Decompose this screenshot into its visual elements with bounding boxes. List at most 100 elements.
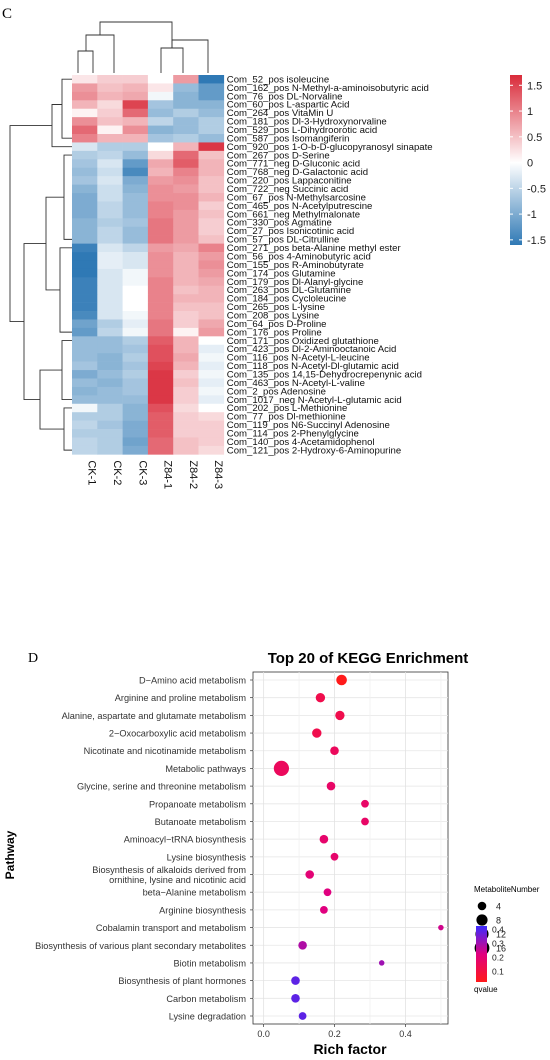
heatmap-cell (122, 386, 149, 396)
heatmap-cell (173, 193, 199, 202)
heatmap-cell (147, 193, 174, 202)
x-tick-label: 0.4 (399, 1029, 412, 1039)
heatmap-cell (173, 429, 199, 438)
dendrogram-branch (45, 196, 64, 291)
heatmap-cell (198, 108, 225, 118)
heatmap-column-label: Z84-1 (162, 460, 174, 489)
heatmap-cell (122, 294, 149, 303)
heatmap-cell (147, 285, 174, 295)
heatmap-cell (198, 386, 225, 396)
heatmap-cell (72, 311, 98, 320)
heatmap-row-label: Com_64_pos D-Proline (227, 319, 327, 330)
heatmap-cell (147, 361, 174, 371)
heatmap-cell (72, 378, 98, 388)
heatmap-cell (147, 319, 174, 329)
heatmap-cell (173, 319, 199, 329)
heatmap-cell (72, 353, 98, 362)
heatmap-cell (173, 83, 199, 93)
heatmap-cell (147, 176, 174, 185)
heatmap-cell (147, 226, 174, 236)
size-legend-label: 16 (496, 944, 506, 954)
heatmap-row-label: Com_171_pos Oxidized glutathione (227, 336, 379, 347)
heatmap-cell (97, 361, 123, 371)
heatmap-cell (147, 218, 174, 228)
heatmap-cell (72, 344, 98, 354)
heatmap-cell (173, 235, 199, 244)
heatmap-cell (97, 117, 123, 126)
heatmap-cell (72, 403, 98, 413)
heatmap-cell (122, 201, 149, 211)
heatmap-cell (173, 226, 199, 236)
heatmap-cell (72, 302, 98, 312)
pathway-label: Aminoacyl−tRNA biosynthesis (124, 835, 247, 845)
heatmap-cell (72, 108, 98, 118)
heatmap-cell (72, 420, 98, 430)
heatmap-cell (173, 91, 199, 101)
scatter-point (330, 852, 339, 861)
heatmap-cell (122, 336, 149, 346)
scatter-point (315, 693, 326, 703)
x-tick-label: 0.0 (257, 1029, 270, 1039)
heatmap-cell (122, 83, 149, 93)
pathway-label: Arginine biosynthesis (159, 905, 246, 915)
heatmap-cell (173, 150, 199, 160)
heatmap-cell (198, 370, 225, 379)
heatmap-cell (198, 319, 225, 329)
heatmap-cell (72, 75, 98, 84)
heatmap-column-label: CK-1 (86, 460, 98, 485)
heatmap-cell (147, 91, 174, 101)
heatmap-row-label: Com_587_pos Isomangiferin (227, 133, 350, 144)
heatmap-cell (72, 142, 98, 152)
heatmap-cell (97, 100, 123, 110)
heatmap-cell (122, 277, 149, 287)
heatmap-cell (97, 412, 123, 421)
heatmap-cell (198, 218, 225, 228)
heatmap-row-label: Com_121_pos 2-Hydroxy-6-Aminopurine (227, 445, 401, 456)
heatmap-cell (198, 226, 225, 236)
heatmap-cell (147, 429, 174, 438)
heatmap-cell (97, 344, 123, 354)
heatmap-cell (173, 134, 199, 143)
heatmap-cell (173, 176, 199, 185)
chart-title: Top 20 of KEGG Enrichment (268, 650, 469, 667)
heatmap-cell (173, 243, 199, 253)
heatmap-row-label: Com_179_pos Dl-Alanyl-glycine (227, 277, 364, 288)
size-legend-label: 12 (496, 930, 506, 940)
heatmap-row-label: Com_463_pos N-Acetyl-L-valine (227, 378, 365, 389)
scatter-point (320, 906, 328, 914)
heatmap-cell (122, 218, 149, 228)
colorbar-tick-label: -1 (527, 209, 537, 221)
heatmap-cell (173, 142, 199, 152)
heatmap-cell (147, 201, 174, 211)
heatmap-cell (122, 159, 149, 169)
heatmap-cell (198, 268, 225, 278)
heatmap-cell (147, 75, 174, 84)
heatmap-cell (198, 260, 225, 270)
heatmap-cell (147, 100, 174, 110)
heatmap-cell (72, 193, 98, 202)
heatmap-cell (147, 311, 174, 320)
heatmap-cell (198, 243, 225, 253)
heatmap-cell (72, 218, 98, 228)
qvalue-legend-title: qvalue (474, 985, 498, 994)
heatmap-cell (72, 429, 98, 438)
colorbar-tick-label: 1.5 (527, 80, 542, 92)
heatmap-cell (72, 260, 98, 270)
heatmap-row-label: Com_330_pos Agmatine (227, 218, 332, 229)
heatmap-cell (147, 252, 174, 261)
heatmap-row-label: Com_1017_neg N-Acetyl-L-glutamic acid (227, 395, 402, 406)
scatter-point (438, 924, 444, 931)
heatmap-cell (122, 395, 149, 405)
pathway-label: 2−Oxocarboxylic acid metabolism (109, 729, 246, 739)
x-axis-label: Rich factor (313, 1041, 387, 1057)
heatmap-row-label: Com_27_pos Isonicotinic acid (227, 226, 354, 237)
scatter-point (312, 728, 322, 738)
heatmap-cell (72, 83, 98, 93)
heatmap-cell (173, 327, 199, 337)
heatmap-cell (198, 91, 225, 101)
heatmap-cell (97, 311, 123, 320)
heatmap-cell (198, 420, 225, 430)
heatmap-cell (72, 252, 98, 261)
heatmap-cell (173, 285, 199, 295)
colorbar-tick-label: 1 (527, 106, 533, 118)
